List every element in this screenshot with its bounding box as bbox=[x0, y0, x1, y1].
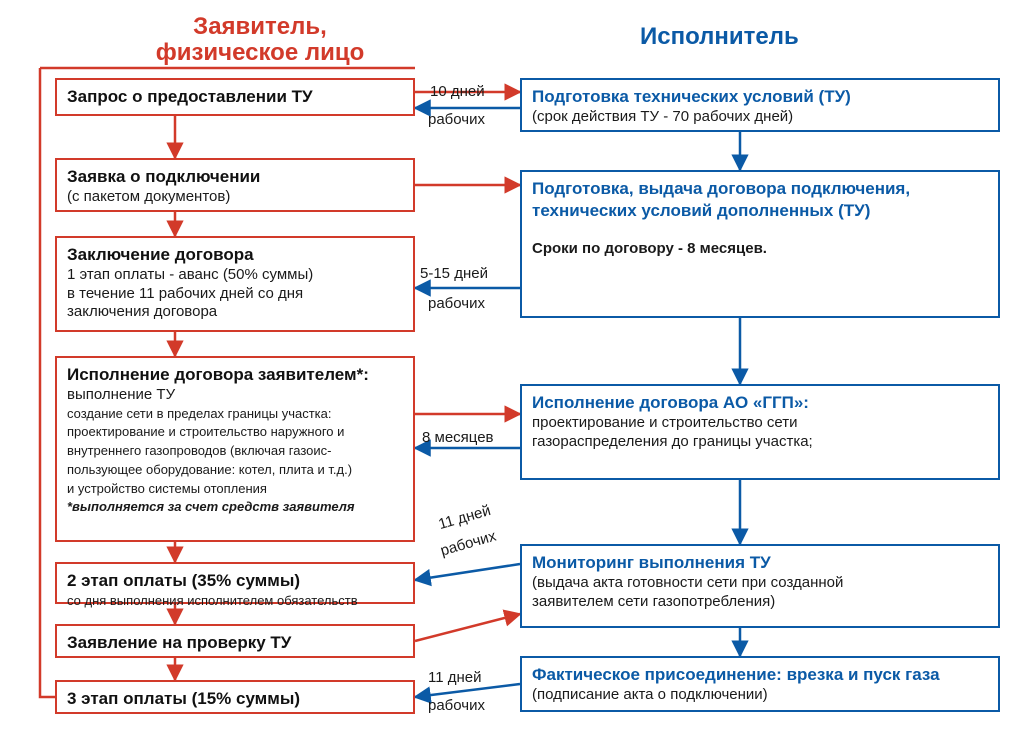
header-applicant-l2: физическое лицо bbox=[156, 39, 365, 66]
box-check-tu: Заявление на проверку ТУ bbox=[55, 624, 415, 658]
box-contract: Заключение договора 1 этап оплаты - аван… bbox=[55, 236, 415, 332]
label-515days: 5-15 дней bbox=[420, 266, 488, 283]
box-stage2: 2 этап оплаты (35% суммы) со дня выполне… bbox=[55, 562, 415, 604]
box-prepare-tu: Подготовка технических условий (ТУ) (сро… bbox=[520, 78, 1000, 132]
box-actual-connect: Фактическое присоединение: врезка и пуск… bbox=[520, 656, 1000, 712]
box-monitoring: Мониторинг выполнения ТУ (выдача акта го… bbox=[520, 544, 1000, 628]
box-contract-title: Заключение договора bbox=[67, 245, 254, 264]
box-request-tu: Запрос о предоставлении ТУ bbox=[55, 78, 415, 116]
box-stage2-title: 2 этап оплаты (35% суммы) bbox=[67, 571, 300, 590]
box-exec-l2: создание сети в пределах границы участка… bbox=[67, 406, 352, 496]
box-exec-ggp: Исполнение договора АО «ГГП»: проектиров… bbox=[520, 384, 1000, 480]
box-prep-con-sub: Сроки по договору - 8 месяцев. bbox=[532, 240, 767, 257]
box-stage3-title: 3 этап оплаты (15% суммы) bbox=[67, 689, 300, 708]
box-execution-applicant: Исполнение договора заявителем*: выполне… bbox=[55, 356, 415, 542]
box-contract-sub: 1 этап оплаты - аванс (50% суммы) в тече… bbox=[67, 266, 313, 321]
box-application: Заявка о подключении (с пакетом документ… bbox=[55, 158, 415, 212]
box-mon-sub: (выдача акта готовности сети при созданн… bbox=[532, 574, 843, 610]
box-stage3: 3 этап оплаты (15% суммы) bbox=[55, 680, 415, 714]
label-11days-b1: 11 дней bbox=[428, 670, 482, 687]
box-request-tu-title: Запрос о предоставлении ТУ bbox=[67, 87, 313, 106]
box-prep-con-title: Подготовка, выдача договора подключения,… bbox=[532, 179, 910, 220]
header-applicant-l1: Заявитель, bbox=[193, 13, 327, 40]
box-ggp-title: Исполнение договора АО «ГГП»: bbox=[532, 393, 809, 412]
box-mon-title: Мониторинг выполнения ТУ bbox=[532, 553, 771, 572]
box-exec-l1: выполнение ТУ bbox=[67, 386, 175, 403]
box-check-tu-title: Заявление на проверку ТУ bbox=[67, 633, 291, 652]
box-application-sub: (с пакетом документов) bbox=[67, 188, 230, 205]
label-515days-b: рабочих bbox=[428, 296, 485, 313]
label-8mo: 8 месяцев bbox=[422, 430, 494, 447]
header-executor: Исполнитель bbox=[640, 24, 799, 50]
label-11days-b2: рабочих bbox=[428, 698, 485, 715]
label-10days-b: рабочих bbox=[428, 112, 485, 129]
header-applicant: Заявитель, физическое лицо bbox=[150, 14, 370, 67]
box-act-sub: (подписание акта о подключении) bbox=[532, 686, 768, 703]
box-prepare-tu-sub: (срок действия ТУ - 70 рабочих дней) bbox=[532, 108, 793, 125]
box-stage2-sub: со дня выполнения исполнителем обязатель… bbox=[67, 593, 358, 608]
box-application-title: Заявка о подключении bbox=[67, 167, 260, 186]
box-exec-l3: *выполняется за счет средств заявителя bbox=[67, 499, 354, 514]
box-prepare-tu-title: Подготовка технических условий (ТУ) bbox=[532, 87, 851, 106]
label-10days: 10 дней bbox=[430, 84, 485, 101]
header-executor-text: Исполнитель bbox=[640, 23, 799, 50]
box-prepare-contract: Подготовка, выдача договора подключения,… bbox=[520, 170, 1000, 318]
box-ggp-sub: проектирование и строительство сети газо… bbox=[532, 414, 813, 450]
box-act-title: Фактическое присоединение: врезка и пуск… bbox=[532, 665, 940, 684]
box-exec-title: Исполнение договора заявителем*: bbox=[67, 365, 369, 384]
